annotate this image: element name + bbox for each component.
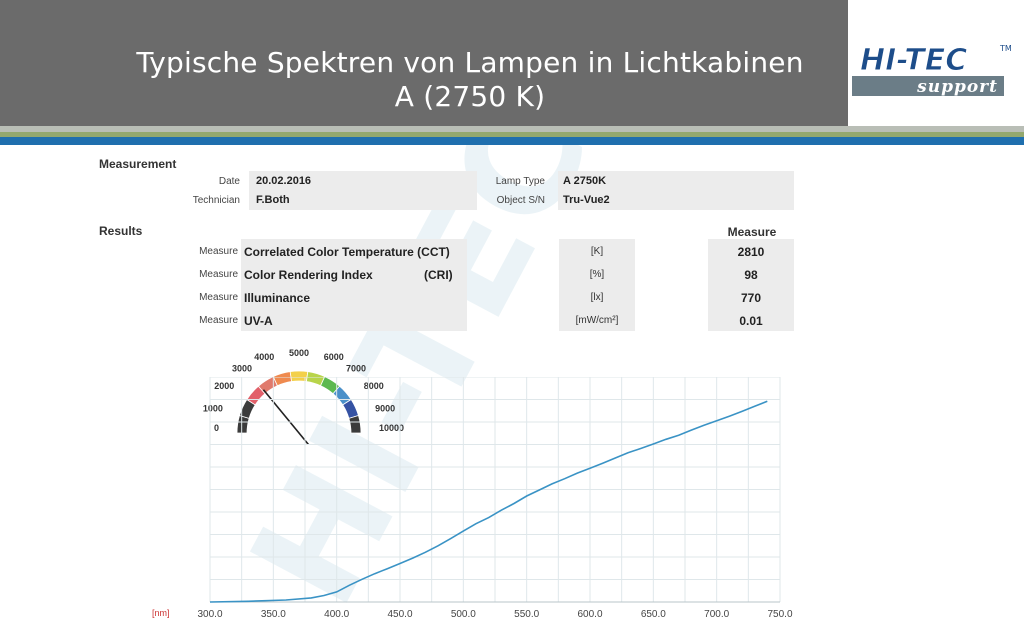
- x-tick-label: 450.0: [387, 609, 412, 620]
- report-watermark: HI-TEC: [218, 145, 623, 632]
- x-tick-label: 500.0: [451, 609, 476, 620]
- results-measure-header: Measure: [727, 225, 777, 239]
- measurement-heading: Measurement: [99, 157, 177, 171]
- spectrum-line: [209, 400, 768, 603]
- object-sn-value: Tru-Vue2: [563, 194, 610, 206]
- slide-title-line1: Typische Spektren von Lampen in Lichtkab…: [136, 46, 804, 79]
- results-name-box: [241, 239, 467, 331]
- technician-value: F.Both: [256, 194, 290, 206]
- result-prefix: Measure: [199, 315, 238, 326]
- result-prefix: Measure: [199, 246, 238, 257]
- result-unit: [K]: [590, 246, 604, 257]
- x-tick-label: 350.0: [261, 609, 286, 620]
- header-stripe-green: [0, 132, 1024, 137]
- results-unit-box: [559, 239, 635, 331]
- result-name: Correlated Color Temperature (CCT): [244, 245, 450, 259]
- lamp-type-label: Lamp Type: [495, 176, 545, 187]
- result-value: 770: [740, 291, 762, 305]
- result-name: UV-A: [244, 314, 273, 328]
- result-value: 98: [744, 268, 758, 282]
- gauge-tick-label: 5000: [289, 348, 309, 358]
- gauge-segment: [348, 415, 362, 434]
- results-heading: Results: [99, 224, 143, 238]
- logo-brand-text: HI-TEC: [860, 43, 967, 78]
- date-value: 20.02.2016: [256, 175, 312, 187]
- logo-tagline-band: [852, 76, 1004, 96]
- x-tick-label: 600.0: [577, 609, 602, 620]
- gauge-tick-label: 9000: [375, 403, 395, 413]
- x-tick-label: 750.0: [767, 609, 792, 620]
- technician-label: Technician: [192, 195, 240, 206]
- result-name: Illuminance: [244, 291, 311, 305]
- x-tick-label: 700.0: [704, 609, 729, 620]
- result-name: Color Rendering Index: [244, 268, 373, 282]
- measurement-report: HI-TEC Measurement Date 20.02.2016 Techn…: [0, 145, 1024, 635]
- result-unit: [%]: [589, 269, 605, 280]
- x-tick-label: 300.0: [197, 609, 222, 620]
- slide-header: Typische Spektren von Lampen in Lichtkab…: [0, 0, 848, 126]
- gauge-tick-label: 2000: [214, 381, 234, 391]
- slide-title-line2: A (2750 K): [394, 80, 546, 113]
- result-unit: [lx]: [590, 292, 604, 303]
- x-tick-label: 550.0: [514, 609, 539, 620]
- gauge-tick-label: 8000: [364, 381, 384, 391]
- result-unit: [mW/cm²]: [575, 315, 619, 326]
- hitec-logo-graphic: HI-TEC TM support: [852, 43, 1012, 97]
- gauge-tick-label: 4000: [254, 352, 274, 362]
- logo-tagline-text: support: [916, 77, 998, 97]
- header-stripe-gray: [0, 126, 1024, 132]
- results-value-box: [708, 239, 794, 331]
- logo-tm-text: TM: [999, 44, 1012, 53]
- gauge-tick-label: 0: [214, 423, 219, 433]
- result-abbr: (CRI): [424, 268, 453, 282]
- gauge-tick-label: 1000: [203, 403, 223, 413]
- slide-title: Typische Spektren von Lampen in Lichtkab…: [0, 46, 940, 114]
- x-tick-label: 650.0: [641, 609, 666, 620]
- gauge-tick-label: 3000: [232, 363, 252, 373]
- header-stripe-blue: [0, 137, 1024, 145]
- measurement-left-box: [249, 171, 477, 210]
- x-axis-label: [nm]: [152, 608, 170, 618]
- measurement-right-box: [558, 171, 794, 210]
- gauge-tick-label: 10000: [379, 423, 404, 433]
- object-sn-label: Object S/N: [496, 195, 545, 206]
- result-value: 0.01: [739, 314, 763, 328]
- result-prefix: Measure: [199, 292, 238, 303]
- gauge-tick-label: 7000: [346, 363, 366, 373]
- result-prefix: Measure: [199, 269, 238, 280]
- lamp-type-value: A 2750K: [563, 175, 607, 187]
- spectrum-chart: 300.0 350.0 400.0 450.0 500.0 550.0 600.0 650.0…: [152, 377, 793, 620]
- hitec-logo: HI-TEC TM support: [848, 0, 1024, 126]
- result-value: 2810: [737, 245, 765, 259]
- x-tick-label: 400.0: [324, 609, 349, 620]
- date-label: Date: [218, 176, 240, 187]
- gauge-tick-label: 6000: [324, 352, 344, 362]
